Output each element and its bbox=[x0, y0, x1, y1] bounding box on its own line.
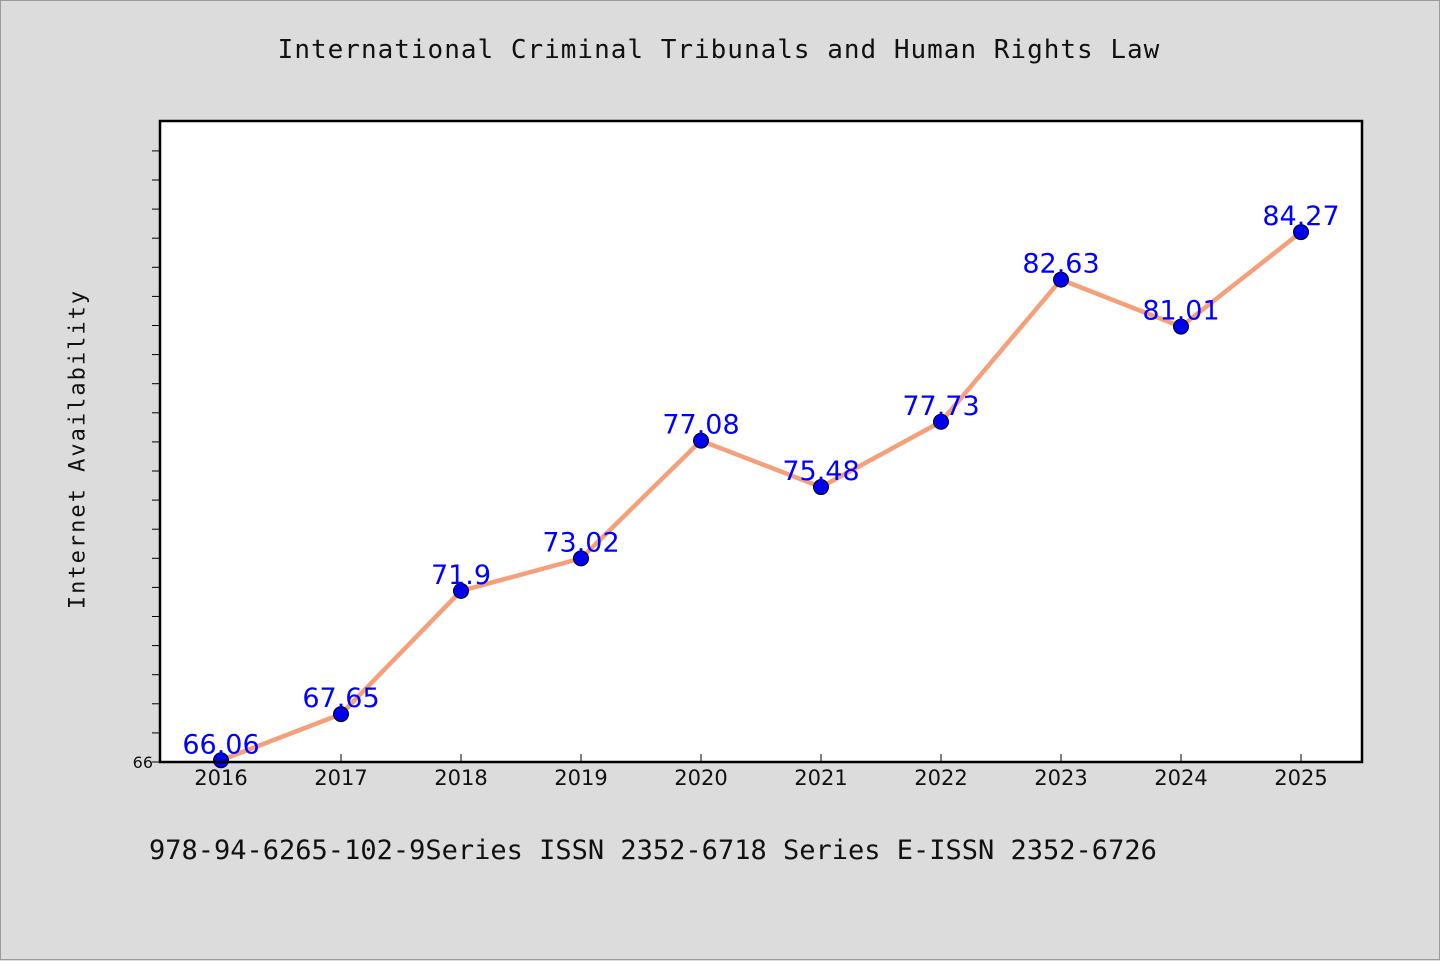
data-point bbox=[933, 413, 949, 430]
data-point bbox=[453, 582, 469, 599]
x-tick-label: 2018 bbox=[434, 766, 487, 790]
chart-title: International Criminal Tribunals and Hum… bbox=[277, 35, 1161, 65]
data-label: 77.73 bbox=[902, 391, 979, 422]
data-point bbox=[573, 550, 589, 567]
x-tick-label: 2019 bbox=[554, 766, 607, 790]
x-tick-label: 2016 bbox=[194, 766, 247, 790]
data-label: 73.02 bbox=[542, 527, 619, 558]
data-label: 66.06 bbox=[182, 729, 259, 760]
data-point bbox=[1173, 318, 1189, 335]
x-tick-label: 2025 bbox=[1274, 766, 1327, 790]
y-tick-label: 66 bbox=[133, 753, 153, 772]
data-label: 81.01 bbox=[1142, 296, 1219, 327]
x-tick-label: 2023 bbox=[1034, 766, 1087, 790]
data-label: 84.27 bbox=[1262, 201, 1339, 232]
isbn-issn-footer: 978-94-6265-102-9Series ISSN 2352-6718 S… bbox=[149, 835, 1157, 866]
data-label: 67.65 bbox=[302, 683, 379, 714]
data-label: 82.63 bbox=[1022, 249, 1099, 280]
data-point bbox=[813, 479, 829, 496]
x-tick-label: 2021 bbox=[794, 766, 847, 790]
x-tick-label: 2024 bbox=[1154, 766, 1207, 790]
data-point bbox=[1293, 224, 1309, 241]
x-tick-label: 2017 bbox=[314, 766, 367, 790]
data-point bbox=[333, 706, 349, 723]
data-point bbox=[1053, 271, 1069, 288]
plot-area bbox=[160, 121, 1362, 762]
data-point bbox=[693, 432, 709, 449]
x-tick-label: 2022 bbox=[914, 766, 967, 790]
data-label: 71.9 bbox=[431, 560, 491, 591]
x-tick-label: 2020 bbox=[674, 766, 727, 790]
series-line bbox=[218, 229, 1304, 763]
data-point bbox=[213, 752, 229, 769]
data-label: 75.48 bbox=[782, 456, 859, 487]
plot-frame bbox=[158, 119, 1364, 764]
data-label: 77.08 bbox=[662, 410, 739, 441]
